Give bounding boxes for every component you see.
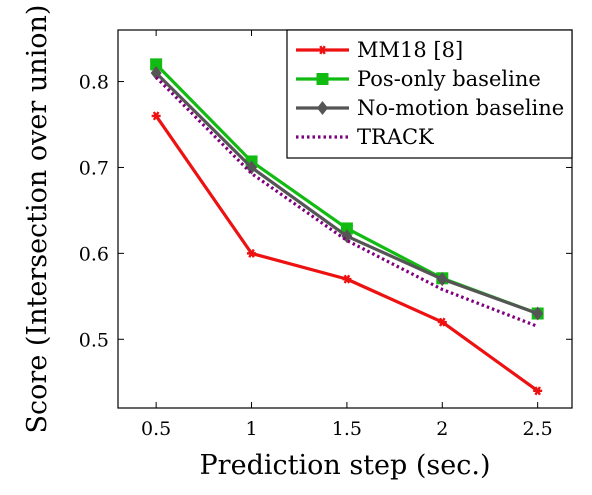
data-point: [436, 272, 448, 287]
x-tick-label: 0.5: [141, 418, 171, 440]
y-tick-label: 0.5: [79, 329, 109, 351]
y-tick-label: 0.7: [79, 157, 109, 179]
series-group: [150, 58, 544, 396]
data-point: [533, 386, 543, 396]
legend-label: No-motion baseline: [357, 96, 564, 120]
x-tick-label: 1.5: [332, 418, 362, 440]
data-point: [437, 317, 447, 327]
y-tick-label: 0.8: [79, 72, 109, 94]
data-point: [246, 160, 258, 175]
data-point: [342, 274, 352, 284]
legend: MM18 [8] Pos-only baseline No-motion basel…: [286, 29, 573, 159]
series-line: [155, 76, 539, 328]
legend-marker: [318, 45, 327, 55]
data-point: [532, 306, 544, 321]
data-point: [150, 65, 162, 80]
data-point: [150, 58, 163, 71]
x-axis-title: Prediction step (sec.): [200, 450, 491, 481]
x-tick-label: 2.5: [523, 418, 553, 440]
legend-marker: [316, 73, 329, 85]
data-point: [247, 248, 257, 258]
y-axis-title: Score (Intersection over union): [22, 5, 53, 434]
data-point: [151, 111, 161, 121]
data-point: [340, 222, 353, 235]
x-tick-label: 2: [436, 418, 448, 440]
legend-marker: [317, 101, 328, 115]
legend-label: Pos-only baseline: [357, 67, 541, 91]
x-tick-label: 1: [245, 418, 257, 440]
axis-ticks: 0.5 1 1.5 2 2.5 0.5 0.6 0.7 0.8: [79, 30, 572, 440]
legend-label: TRACK: [357, 125, 434, 149]
legend-label: MM18 [8]: [357, 38, 463, 62]
y-tick-label: 0.6: [79, 243, 109, 265]
